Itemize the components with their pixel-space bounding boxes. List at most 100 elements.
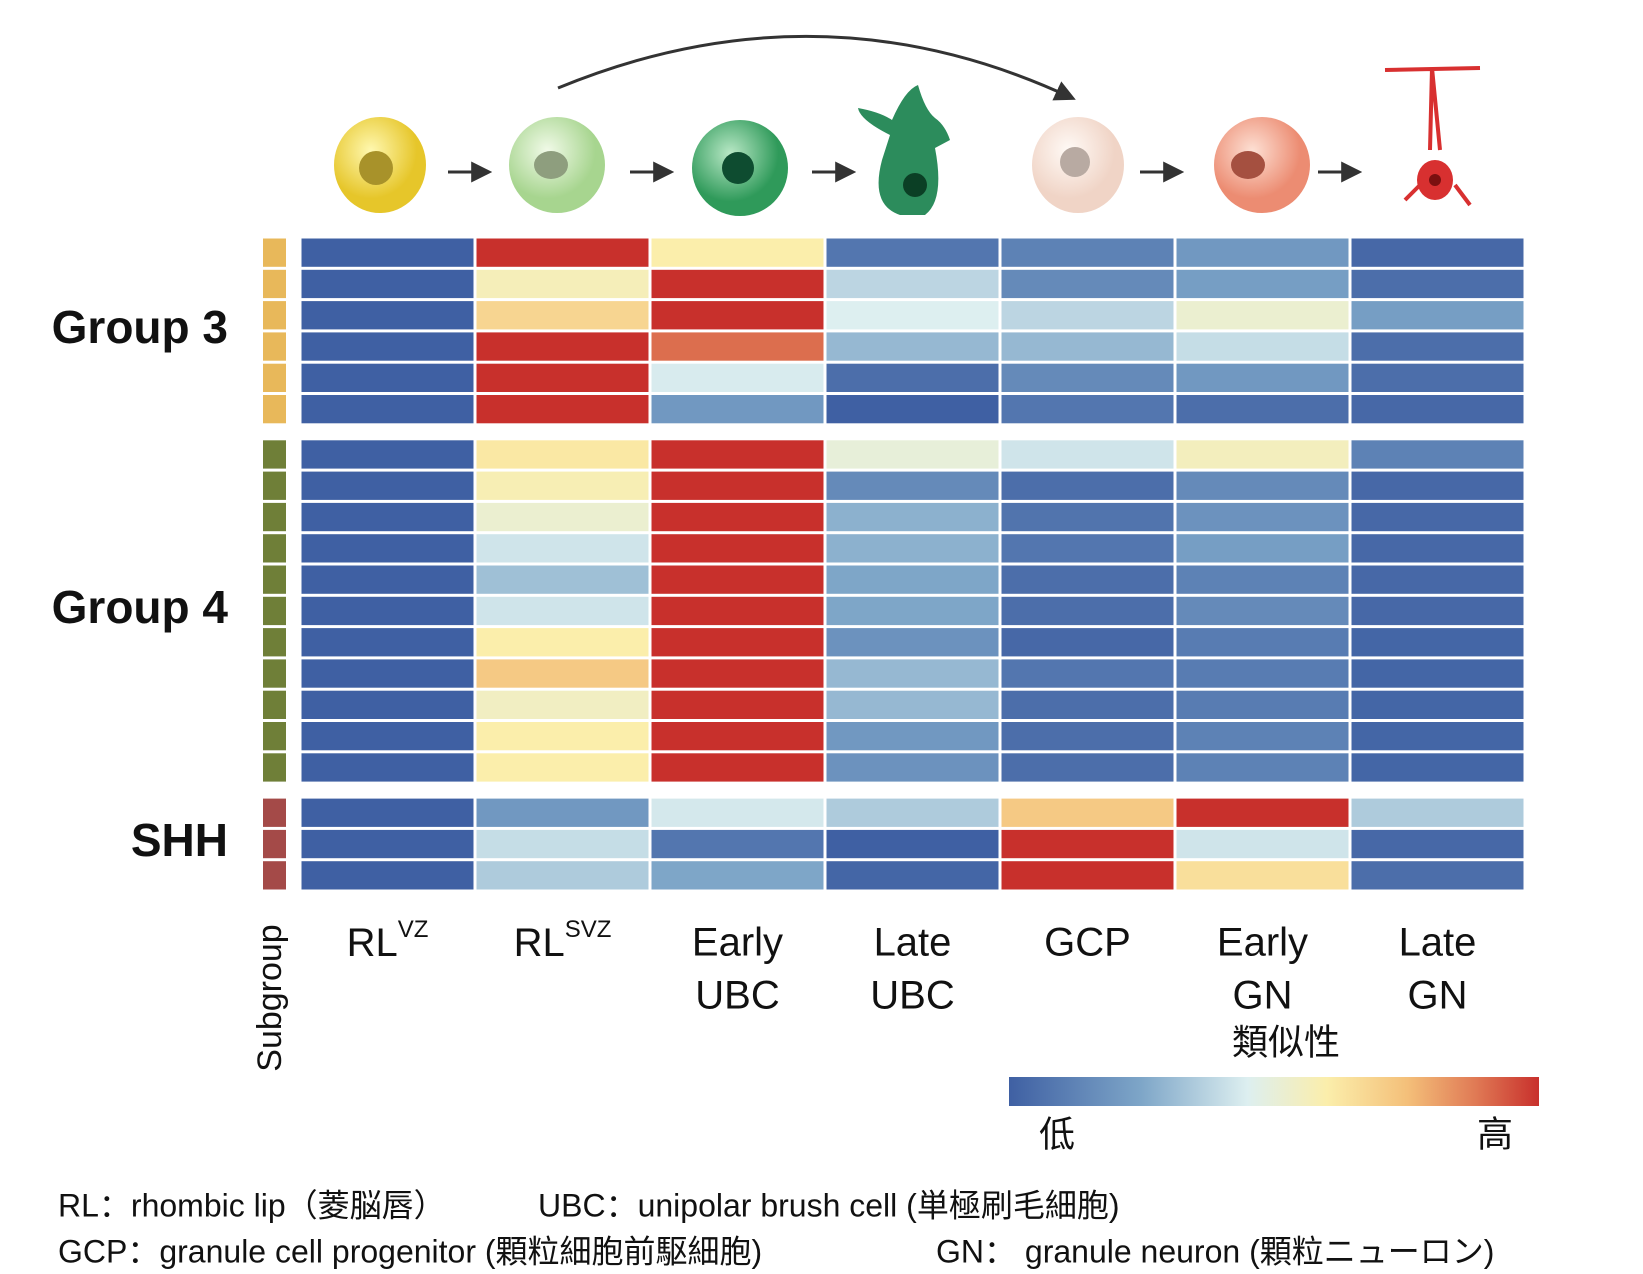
subgroup-swatch [263, 269, 286, 299]
heatmap-cell [301, 332, 474, 361]
heatmap-cell [826, 440, 999, 469]
subgroup-swatch [263, 238, 286, 267]
heatmap-cell [826, 798, 999, 827]
heatmap-cell [1001, 753, 1174, 782]
heatmap-cell [1001, 238, 1174, 267]
subgroup-swatch [263, 301, 286, 330]
heatmap-cell [1176, 798, 1349, 827]
subgroup-swatch [263, 596, 286, 626]
heatmap-cell [1001, 798, 1174, 827]
column-label: Late [1399, 921, 1477, 965]
heatmap-cell [826, 471, 999, 500]
column-label: GN [1408, 974, 1468, 1018]
heatmap-cell [826, 753, 999, 782]
heatmap-cell [651, 269, 824, 299]
heatmap-cell [301, 798, 474, 827]
heatmap-cell [1001, 596, 1174, 626]
heatmap-cell [651, 534, 824, 563]
heatmap-cell [1351, 395, 1524, 424]
heatmap-cell [476, 471, 649, 500]
column-label-main: RL [514, 921, 565, 965]
heatmap-cell [826, 659, 999, 688]
subgroup-swatch [263, 861, 286, 890]
heatmap-cell [1176, 534, 1349, 563]
heatmap-cell [826, 861, 999, 890]
heatmap-cell [826, 502, 999, 532]
heatmap-cell [301, 363, 474, 392]
heatmap-cell [826, 301, 999, 330]
heatmap-cell [651, 502, 824, 532]
heatmap-cell [651, 753, 824, 782]
column-label: UBC [870, 974, 954, 1018]
heatmap-cell [1176, 440, 1349, 469]
heatmap-cell [826, 332, 999, 361]
column-label: Late [874, 921, 952, 965]
subgroup-swatch [263, 722, 286, 751]
heatmap-cell [476, 829, 649, 859]
colorbar [1009, 1077, 1539, 1106]
heatmap-cell [651, 301, 824, 330]
heatmap-cell [651, 798, 824, 827]
heatmap-cell [1001, 440, 1174, 469]
column-label-sup: SVZ [565, 916, 612, 943]
heatmap-cell [1351, 861, 1524, 890]
heatmap-cell [476, 502, 649, 532]
heatmap-cell [301, 395, 474, 424]
heatmap-cell [651, 440, 824, 469]
heatmap-cell [1176, 395, 1349, 424]
heatmap-cell [1001, 565, 1174, 594]
heatmap-cell [301, 534, 474, 563]
heatmap-cell [826, 395, 999, 424]
subgroup-swatch [263, 395, 286, 424]
heatmap-cell [1351, 238, 1524, 267]
heatmap-cell [651, 628, 824, 657]
heatmap-cell [651, 829, 824, 859]
heatmap-cell [476, 722, 649, 751]
colorbar-title: 類似性 [1232, 1022, 1340, 1063]
heatmap-cell [476, 861, 649, 890]
heatmap-cell [826, 269, 999, 299]
heatmap-cell [651, 395, 824, 424]
heatmap-cell [1351, 502, 1524, 532]
heatmap-cell [1351, 628, 1524, 657]
column-label: GN [1233, 974, 1293, 1018]
heatmap-cell [476, 659, 649, 688]
subgroup-swatch [263, 363, 286, 392]
heatmap-cell [476, 534, 649, 563]
heatmap-cell [1001, 332, 1174, 361]
subgroup-swatch [263, 502, 286, 532]
heatmap-cell [651, 861, 824, 890]
heatmap-cell [476, 628, 649, 657]
heatmap-cell [1351, 690, 1524, 719]
subgroup-swatch [263, 471, 286, 500]
subgroup-swatch [263, 798, 286, 827]
heatmap-cell [301, 471, 474, 500]
heatmap-cell [1176, 565, 1349, 594]
heatmap-cell [1351, 534, 1524, 563]
column-label: Early [1217, 921, 1308, 965]
subgroup-swatch [263, 659, 286, 688]
column-label-main: RL [347, 921, 398, 965]
heatmap-cell [1176, 238, 1349, 267]
heatmap-cell [1176, 332, 1349, 361]
heatmap-cell [1001, 269, 1174, 299]
heatmap-cell [1351, 471, 1524, 500]
heatmap-cell [826, 628, 999, 657]
group-label: Group 4 [52, 581, 229, 633]
heatmap-cell [651, 565, 824, 594]
heatmap-cell [1351, 753, 1524, 782]
heatmap-cell [1351, 829, 1524, 859]
group-label: Group 3 [52, 301, 228, 353]
heatmap-cell [1176, 753, 1349, 782]
heatmap-cell [1176, 690, 1349, 719]
heatmap-cell [651, 363, 824, 392]
heatmap-cell [1001, 534, 1174, 563]
heatmap-cell [301, 502, 474, 532]
column-label: RLSVZ [514, 916, 612, 964]
heatmap-cell [651, 722, 824, 751]
footnote: GN： granule neuron (顆粒ニューロン) [936, 1233, 1494, 1269]
column-label: UBC [695, 974, 779, 1018]
heatmap-cell [1351, 659, 1524, 688]
heatmap-cell [1176, 363, 1349, 392]
heatmap-cell [1001, 301, 1174, 330]
